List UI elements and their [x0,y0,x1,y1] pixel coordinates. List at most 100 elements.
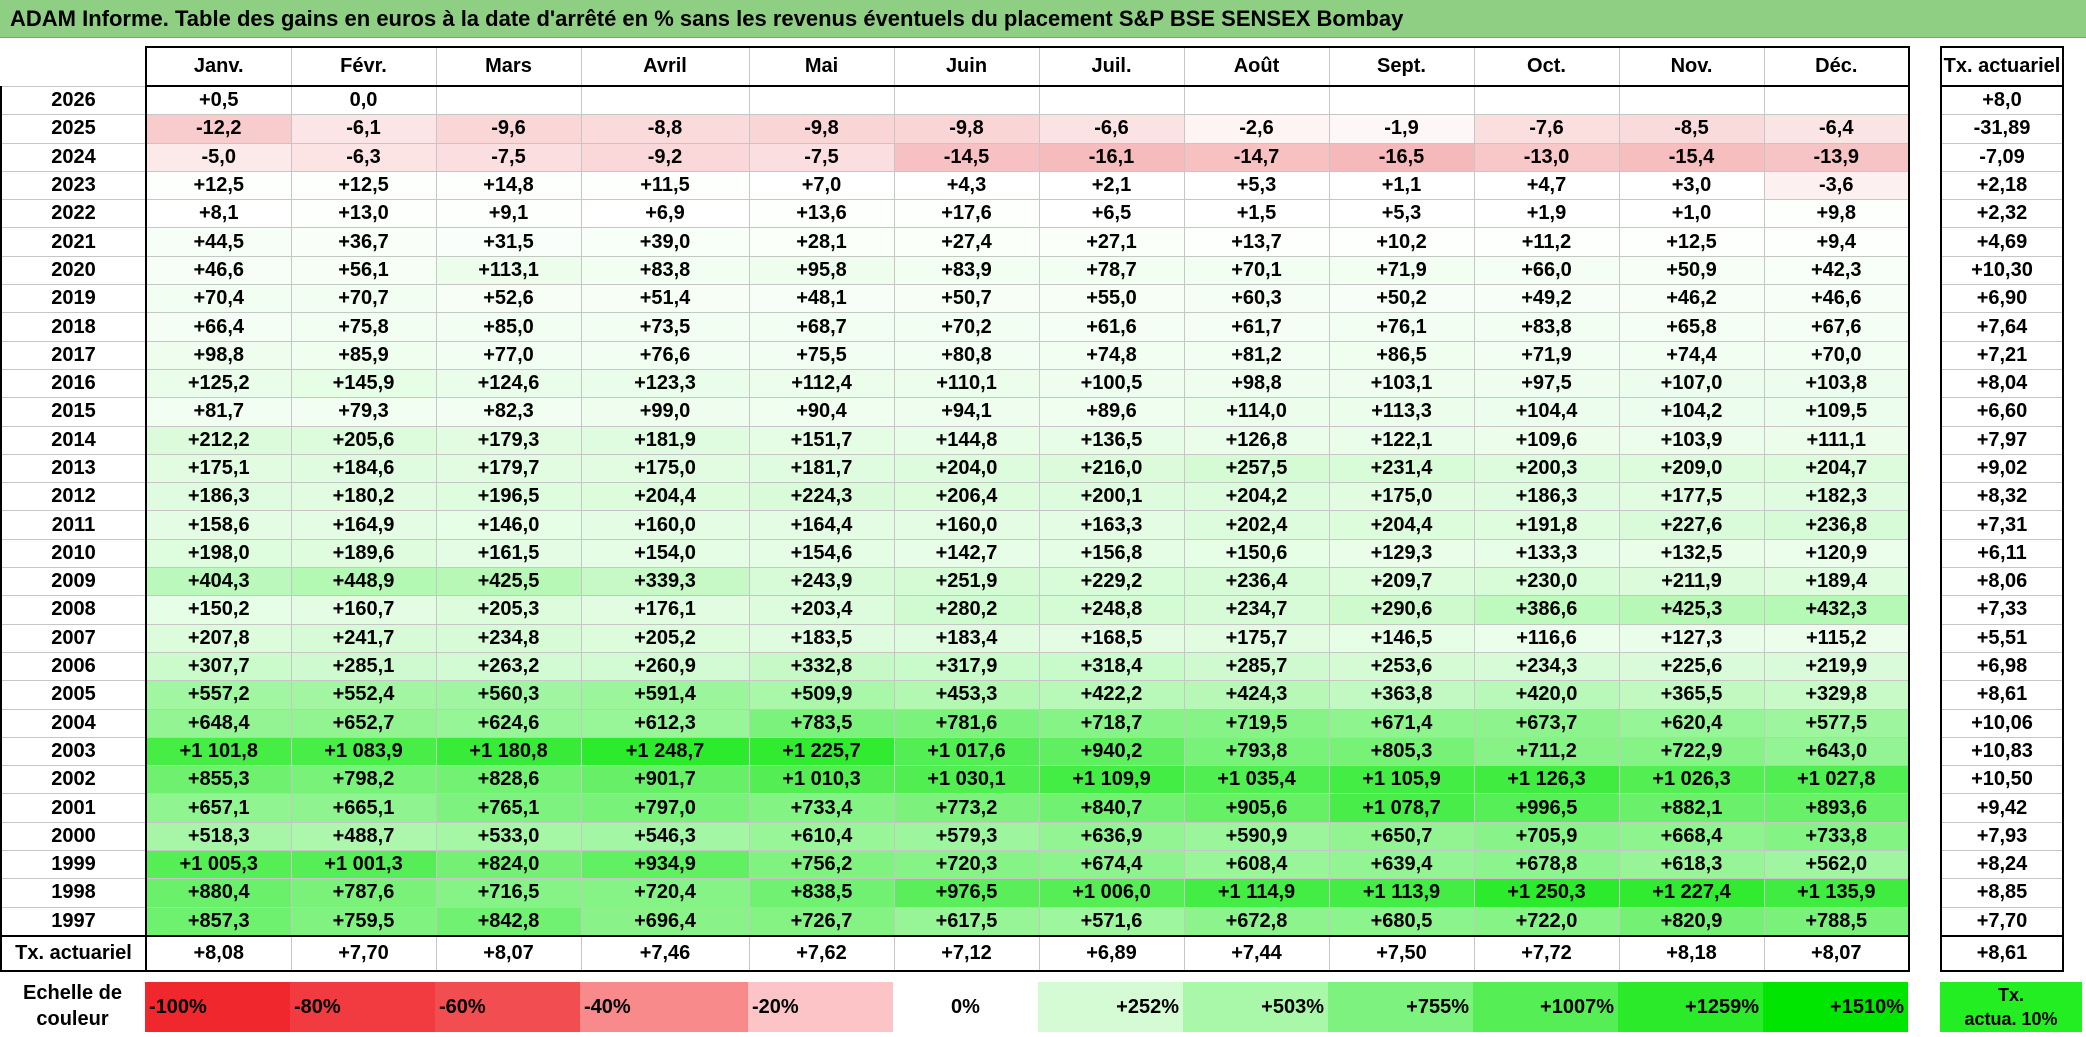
gain-cell: +234,3 [1473,651,1620,682]
gain-cell: +432,3 [1763,595,1910,625]
table-row: 2001 +657,1 +665,1 +765,1 +797,0 +733,4 +773,2… [0,793,2064,823]
gain-cell: +207,8 [145,623,292,653]
gain-cell: +65,8 [1618,312,1765,342]
gain-cell: +204,7 [1763,453,1910,484]
year-cell: 1997 [0,906,147,937]
gain-cell: +99,0 [580,397,750,427]
actuarial-rate-cell: +10,50 [1940,765,2064,795]
table-row: 2005 +557,2 +552,4 +560,3 +591,4 +509,9 +453,3… [0,680,2064,710]
column-spacer [1909,539,1941,568]
color-scale-legend: Echelle de couleur Tx. actua. 10% -100% -… [0,980,2086,1034]
gain-cell: -9,8 [748,114,895,144]
gain-cell: +76,6 [580,340,750,370]
gain-cell: +726,7 [748,906,895,937]
total-rate-cell: +8,07 [435,934,582,972]
gain-cell: +590,9 [1183,821,1330,852]
total-rate-cell: +7,12 [893,934,1040,972]
column-spacer [1909,709,1941,738]
year-cell: 2013 [0,453,147,484]
gain-cell: +83,9 [893,255,1040,286]
year-cell: 2001 [0,793,147,823]
gain-cell: +46,2 [1618,284,1765,314]
gain-cell: +1 017,6 [893,736,1040,767]
gain-cell: +1 105,9 [1328,765,1475,795]
column-spacer [1909,652,1941,681]
gain-cell: +4,3 [893,170,1040,201]
gain-cell: -13,0 [1473,142,1620,172]
legend-swatch: -20% [748,982,893,1032]
year-cell: 2014 [0,425,147,455]
year-cell: 2024 [0,142,147,172]
gain-cell: +620,4 [1618,708,1765,738]
column-spacer [1909,510,1941,540]
gain-cell: +657,1 [145,793,292,823]
month-header: Août [1183,46,1330,87]
gain-cell: +759,5 [290,906,437,937]
gain-cell: -2,6 [1183,114,1330,144]
gain-cell: +610,4 [748,821,895,852]
gain-cell: +103,9 [1618,425,1765,455]
gain-cell: +150,6 [1183,538,1330,569]
table-row: 2018 +66,4 +75,8 +85,0 +73,5 +68,7 +70,2 +61,6 +… [0,312,2064,342]
year-cell: 2003 [0,736,147,767]
gain-cell: +200,1 [1038,482,1185,512]
table-row: 2019 +70,4 +70,7 +52,6 +51,4 +48,1 +50,7 +55,0 +… [0,284,2064,314]
gain-cell: +51,4 [580,284,750,314]
column-spacer [1909,907,1941,936]
gain-cell: +164,9 [290,510,437,540]
table-row: 2025 -12,2 -6,1 -9,6 -8,8 -9,8 -9,8 -6,6 -2,6 -1,… [0,114,2064,144]
gain-cell: +618,3 [1618,850,1765,880]
gain-cell: +50,7 [893,284,1040,314]
gain-cell: +8,1 [145,199,292,229]
gain-cell: +61,6 [1038,312,1185,342]
gain-cell: +42,3 [1763,255,1910,286]
gain-cell: +1 027,8 [1763,765,1910,795]
legend-act-line2: actua. 10% [1964,1009,2058,1029]
table-row: 2013 +175,1 +184,6 +179,7 +175,0 +181,7 +204,0… [0,453,2064,484]
totals-row: Tx. actuariel +8,08 +7,70 +8,07 +7,46 +7,62 +7… [0,934,2064,972]
gain-cell: +70,0 [1763,340,1910,370]
month-header: Mai [748,46,895,87]
legend-actuarial-cell: Tx. actua. 10% [1940,982,2082,1032]
gain-cell: +562,0 [1763,850,1910,880]
gain-cell: +722,9 [1618,736,1765,767]
gain-cell: +1 126,3 [1473,765,1620,795]
gain-cell: +55,0 [1038,284,1185,314]
year-cell: 2011 [0,510,147,540]
gain-cell: +781,6 [893,708,1040,738]
gain-cell: +112,4 [748,368,895,399]
gain-cell: +424,3 [1183,680,1330,710]
gain-cell: +212,2 [145,425,292,455]
gain-cell: +722,0 [1473,906,1620,937]
actuarial-rate-cell: +8,24 [1940,850,2064,880]
gain-cell: +290,6 [1328,595,1475,625]
gain-cell: +205,6 [290,425,437,455]
gain-cell: +204,0 [893,453,1040,484]
gain-cell: +50,9 [1618,255,1765,286]
total-rate-cell: +8,18 [1618,934,1765,972]
gain-cell: +12,5 [145,170,292,201]
gain-cell: +94,1 [893,397,1040,427]
year-cell: 2018 [0,312,147,342]
gain-cell: +11,2 [1473,227,1620,257]
gain-cell: -12,2 [145,114,292,144]
gain-cell: +552,4 [290,680,437,710]
column-spacer [1909,369,1941,398]
gain-cell: +9,8 [1763,199,1910,229]
gain-cell: +120,9 [1763,538,1910,569]
gain-cell: +133,3 [1473,538,1620,569]
gain-cell: +509,9 [748,680,895,710]
gain-cell: +175,7 [1183,623,1330,653]
gain-cell: +81,7 [145,397,292,427]
gain-cell: +77,0 [435,340,582,370]
legend-label-line1: Echelle de [23,982,122,1004]
gain-cell: +191,8 [1473,510,1620,540]
gain-cell: -14,5 [893,142,1040,172]
gain-cell: +175,0 [580,453,750,484]
gain-cell: +70,1 [1183,255,1330,286]
gain-cell [1038,85,1185,116]
table-body: 2026 +0,5 0,0 +8,0 2025 -12,2 -6,1 -9,6 -8,8 -9,8… [0,85,2064,972]
gain-cell: +127,3 [1618,623,1765,653]
actuarial-rate-cell: +2,18 [1940,170,2064,201]
gain-cell: +175,1 [145,453,292,484]
